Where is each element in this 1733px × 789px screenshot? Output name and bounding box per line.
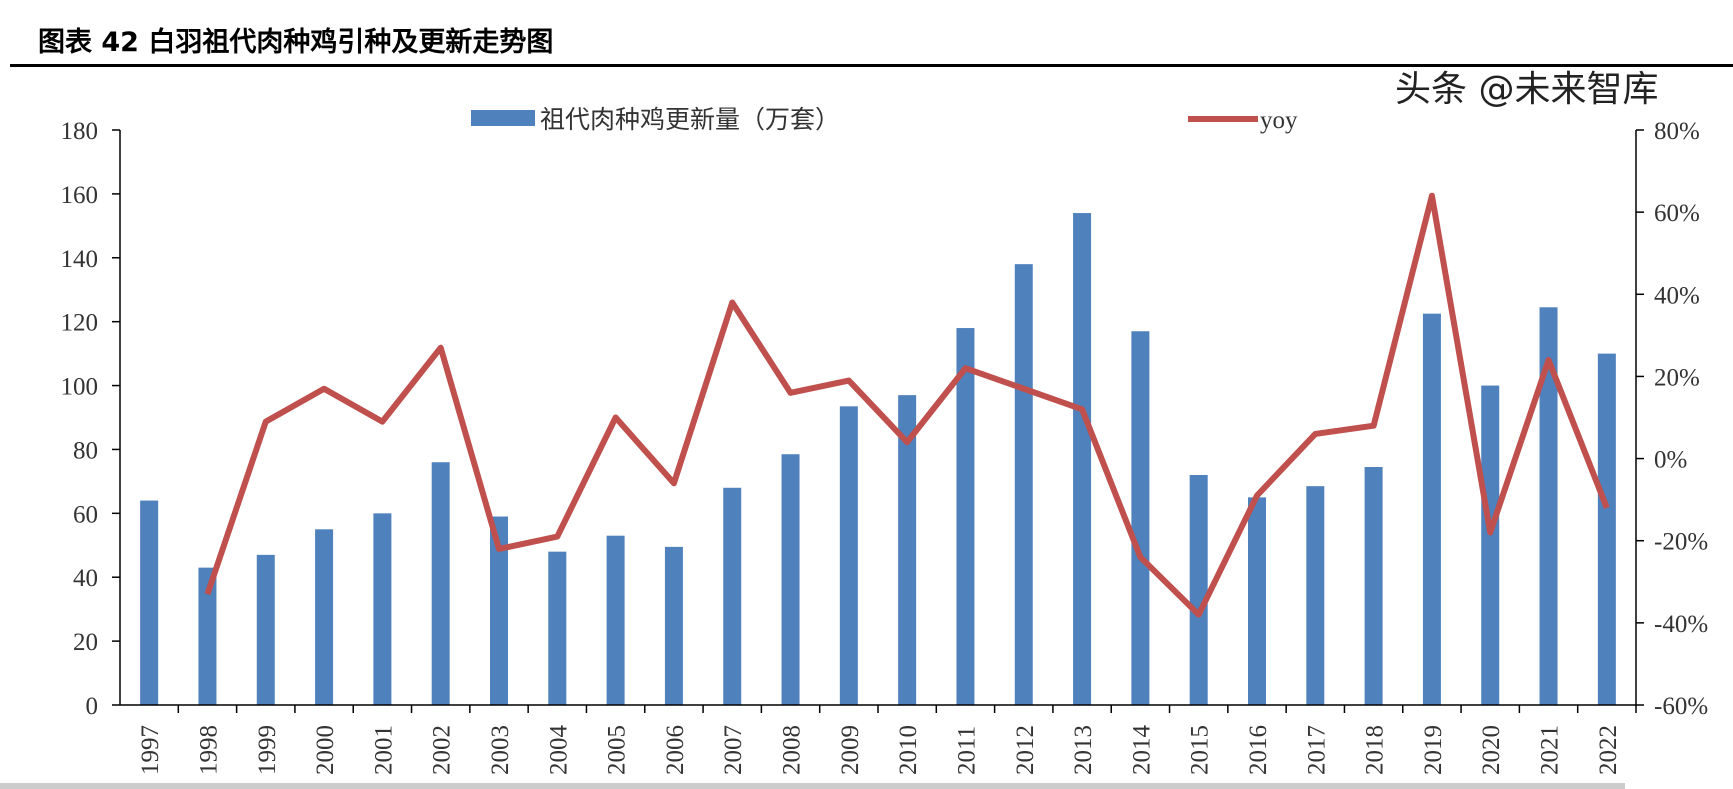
bar-2018 xyxy=(1364,467,1383,705)
x-tick-label: 2021 xyxy=(1537,725,1564,775)
x-tick-label: 2007 xyxy=(720,725,747,775)
bar-2017 xyxy=(1306,486,1325,705)
left-tick-label: 20 xyxy=(73,629,98,656)
x-tick-label: 2020 xyxy=(1478,725,1505,775)
x-tick-label: 2022 xyxy=(1595,725,1622,775)
bar-2012 xyxy=(1014,264,1033,705)
horizontal-scrollbar[interactable] xyxy=(0,783,1625,789)
x-tick-label: 2002 xyxy=(429,725,456,775)
right-tick-label: 80% xyxy=(1654,118,1700,145)
bar-2007 xyxy=(723,487,742,705)
x-tick-label: 2003 xyxy=(487,725,514,775)
x-tick-label: 2014 xyxy=(1128,725,1155,776)
left-tick-label: 160 xyxy=(61,182,99,209)
left-tick-label: 120 xyxy=(61,310,99,337)
x-tick-label: 2016 xyxy=(1245,725,1272,775)
x-tick-label: 1998 xyxy=(195,725,222,775)
bar-2019 xyxy=(1422,313,1441,705)
bar-2003 xyxy=(490,516,508,705)
bar-1999 xyxy=(256,554,275,705)
right-tick-label: 60% xyxy=(1654,200,1700,227)
x-tick-label: 2018 xyxy=(1362,725,1389,775)
x-tick-label: 2009 xyxy=(837,725,864,775)
bar-2022 xyxy=(1597,353,1616,705)
left-tick-label: 180 xyxy=(61,118,99,145)
bar-2002 xyxy=(431,462,450,705)
legend-bar-swatch xyxy=(471,110,535,126)
left-tick-label: 60 xyxy=(73,501,98,528)
legend-line-label: yoy xyxy=(1260,107,1298,134)
x-tick-label: 1997 xyxy=(137,725,164,775)
x-tick-label: 2012 xyxy=(1012,725,1039,775)
bar-2021 xyxy=(1539,307,1558,705)
left-tick-label: 140 xyxy=(61,246,99,273)
bar-1998 xyxy=(198,567,217,705)
x-tick-label: 2001 xyxy=(370,725,397,775)
left-tick-label: 100 xyxy=(61,374,99,401)
bar-2015 xyxy=(1189,475,1208,705)
bar-2001 xyxy=(373,513,392,705)
x-tick-label: 2019 xyxy=(1420,725,1447,775)
bar-2013 xyxy=(1073,213,1092,706)
bar-2010 xyxy=(898,395,917,705)
left-tick-label: 0 xyxy=(86,693,99,720)
right-tick-label: 0% xyxy=(1654,447,1687,474)
bar-2008 xyxy=(781,454,800,705)
right-tick-label: 20% xyxy=(1654,364,1700,391)
chart-title: 图表 42 白羽祖代肉种鸡引种及更新走势图 xyxy=(38,27,554,58)
bar-2000 xyxy=(315,529,334,705)
bar-2011 xyxy=(956,328,975,705)
watermark: 头条 @未来智库 xyxy=(1395,69,1659,110)
x-tick-label: 2006 xyxy=(662,725,689,775)
x-tick-label: 2010 xyxy=(895,725,922,775)
bar-2014 xyxy=(1131,331,1150,705)
bar-2005 xyxy=(606,535,625,705)
bar-2006 xyxy=(664,546,683,705)
bar-1997 xyxy=(140,500,159,705)
x-tick-label: 2008 xyxy=(779,725,806,775)
left-tick-label: 80 xyxy=(73,437,98,464)
x-tick-label: 2017 xyxy=(1303,725,1330,775)
right-tick-label: 40% xyxy=(1654,282,1700,309)
bar-2009 xyxy=(839,406,858,705)
bar-2004 xyxy=(548,551,567,705)
right-tick-label: -40% xyxy=(1654,611,1708,638)
left-tick-label: 40 xyxy=(73,565,98,592)
x-tick-label: 2000 xyxy=(312,725,339,775)
bar-2020 xyxy=(1481,385,1500,705)
x-tick-label: 2015 xyxy=(1187,725,1214,775)
x-tick-label: 2004 xyxy=(545,725,572,776)
x-tick-label: 2013 xyxy=(1070,725,1097,775)
legend-bar-label: 祖代肉种鸡更新量（万套） xyxy=(540,105,840,134)
bar-2016 xyxy=(1248,497,1266,705)
title-rule xyxy=(10,64,1733,67)
right-tick-label: -20% xyxy=(1654,529,1708,556)
right-tick-label: -60% xyxy=(1654,693,1708,720)
x-tick-label: 2005 xyxy=(604,725,631,775)
x-tick-label: 2011 xyxy=(953,726,980,775)
x-tick-label: 1999 xyxy=(254,725,281,775)
